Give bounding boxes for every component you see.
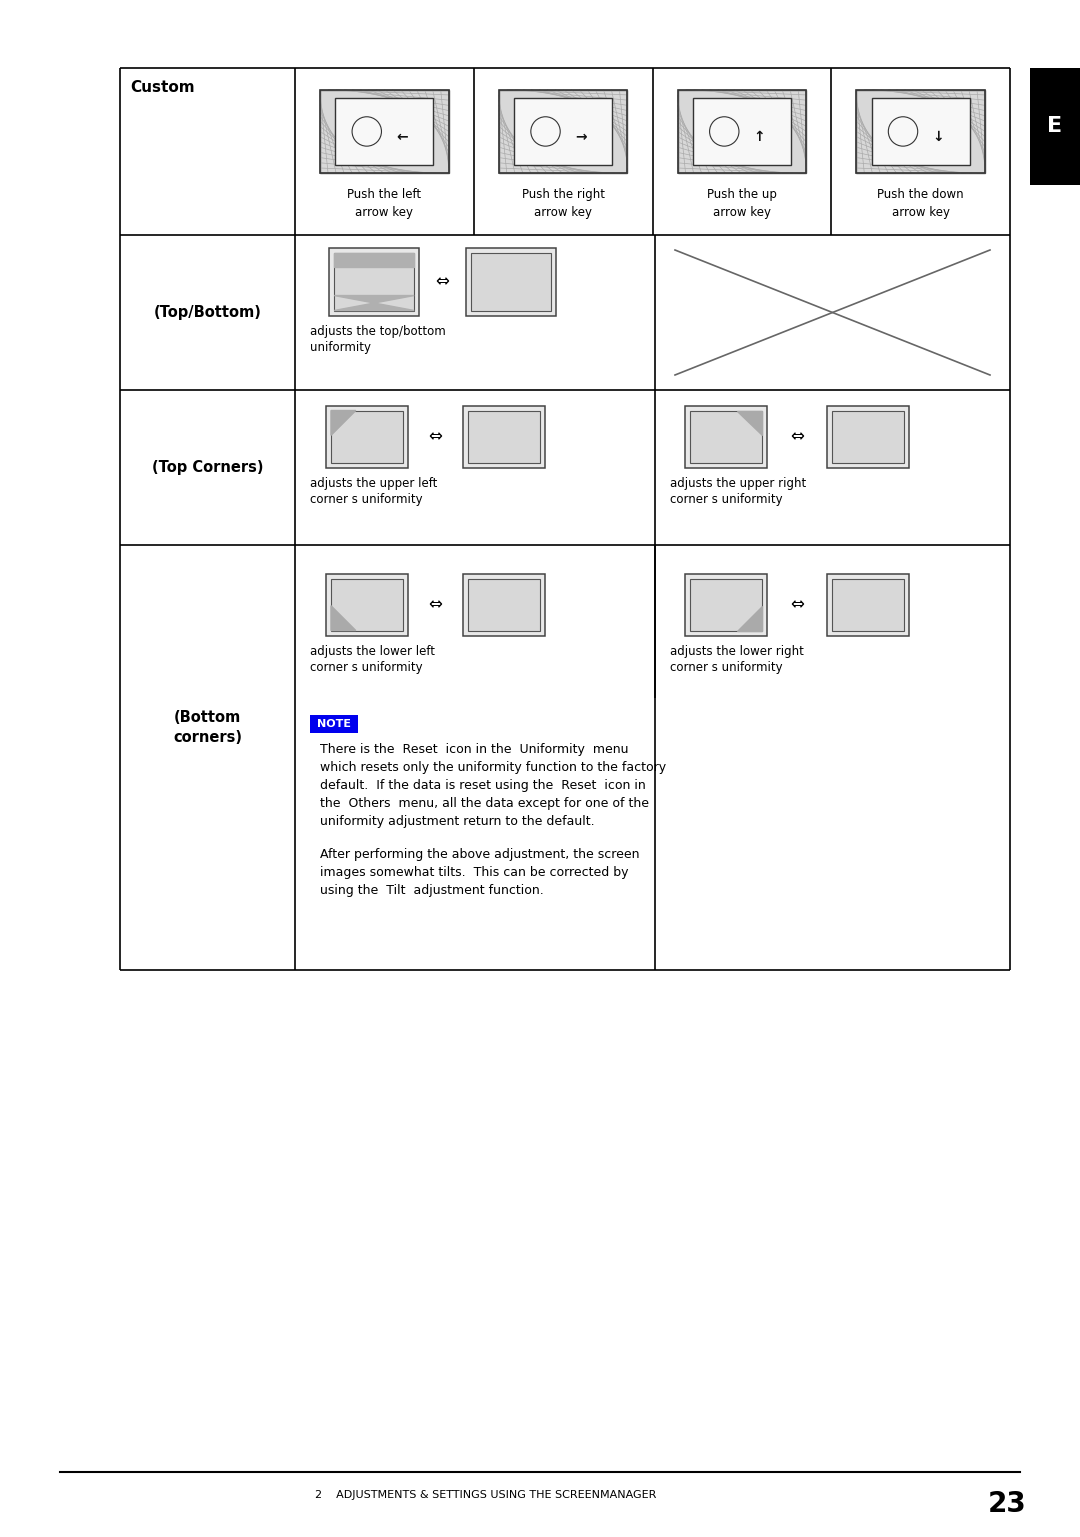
Bar	[690, 578, 762, 630]
Text: Push the right: Push the right	[522, 188, 605, 201]
Polygon shape	[330, 410, 355, 435]
Text: ↑: ↑	[754, 129, 766, 144]
Text: After performing the above adjustment, the screen
images somewhat tilts.  This c: After performing the above adjustment, t…	[320, 848, 639, 898]
Text: ←: ←	[396, 129, 408, 144]
Text: corner s uniformity: corner s uniformity	[670, 493, 783, 507]
Text: ⇔: ⇔	[435, 272, 449, 290]
Bar	[463, 573, 544, 635]
Text: uniformity: uniformity	[310, 341, 372, 355]
Text: (Top/Bottom): (Top/Bottom)	[153, 304, 261, 320]
Text: (Top Corners): (Top Corners)	[152, 460, 264, 475]
Bar	[330, 578, 403, 630]
Bar	[685, 573, 767, 635]
Bar	[330, 410, 403, 463]
Bar	[329, 247, 419, 315]
Bar	[463, 406, 544, 467]
Bar	[677, 89, 807, 174]
Bar	[499, 89, 627, 174]
Bar	[468, 578, 540, 630]
Text: adjusts the upper left: adjusts the upper left	[310, 478, 437, 490]
Text: adjusts the upper right: adjusts the upper right	[670, 478, 807, 490]
Text: (Bottom
corners): (Bottom corners)	[173, 710, 242, 745]
Polygon shape	[334, 252, 415, 267]
Text: There is the  Reset  icon in the  Uniformity  menu
which resets only the uniform: There is the Reset icon in the Uniformit…	[320, 742, 666, 828]
Text: →: →	[575, 129, 586, 144]
Text: ↓: ↓	[932, 129, 944, 144]
Bar	[827, 573, 909, 635]
Bar	[336, 98, 433, 164]
Bar	[677, 89, 807, 174]
Text: corner s uniformity: corner s uniformity	[310, 493, 422, 507]
Text: 2    ADJUSTMENTS & SETTINGS USING THE SCREENMANAGER: 2 ADJUSTMENTS & SETTINGS USING THE SCREE…	[315, 1489, 657, 1500]
Text: arrow key: arrow key	[713, 206, 771, 220]
Text: corner s uniformity: corner s uniformity	[310, 661, 422, 675]
Text: arrow key: arrow key	[892, 206, 949, 220]
Bar	[468, 410, 540, 463]
Bar	[856, 89, 985, 174]
Bar	[693, 98, 791, 164]
Bar	[326, 406, 408, 467]
Bar	[320, 89, 448, 174]
Bar	[465, 247, 556, 315]
Polygon shape	[334, 295, 415, 310]
Bar	[310, 715, 357, 733]
Bar	[685, 406, 767, 467]
Bar	[471, 252, 551, 310]
Text: Push the down: Push the down	[877, 188, 964, 201]
Text: NOTE: NOTE	[318, 719, 351, 729]
Text: arrow key: arrow key	[355, 206, 414, 220]
Bar	[832, 410, 904, 463]
Text: corner s uniformity: corner s uniformity	[670, 661, 783, 675]
Bar	[872, 98, 970, 164]
Text: adjusts the lower left: adjusts the lower left	[310, 646, 435, 658]
Bar	[690, 410, 762, 463]
Text: 23: 23	[988, 1489, 1027, 1519]
Text: ⇔: ⇔	[791, 595, 804, 613]
Polygon shape	[330, 606, 355, 630]
Bar	[856, 89, 985, 174]
Text: ⇔: ⇔	[429, 595, 443, 613]
Text: adjusts the top/bottom: adjusts the top/bottom	[310, 326, 446, 338]
Bar	[832, 578, 904, 630]
Text: arrow key: arrow key	[535, 206, 592, 220]
Bar	[514, 98, 612, 164]
Text: E: E	[1048, 117, 1063, 137]
Bar	[827, 406, 909, 467]
Text: Custom: Custom	[130, 80, 194, 95]
Bar	[320, 89, 448, 174]
Text: ⇔: ⇔	[791, 427, 804, 446]
Text: adjusts the lower right: adjusts the lower right	[670, 646, 804, 658]
Text: Push the left: Push the left	[348, 188, 421, 201]
Bar	[499, 89, 627, 174]
Bar	[326, 573, 408, 635]
Polygon shape	[738, 410, 762, 435]
Polygon shape	[738, 606, 762, 630]
Text: ⇔: ⇔	[429, 427, 443, 446]
Bar	[1030, 68, 1080, 184]
Bar	[334, 252, 415, 310]
Text: Push the up: Push the up	[707, 188, 777, 201]
